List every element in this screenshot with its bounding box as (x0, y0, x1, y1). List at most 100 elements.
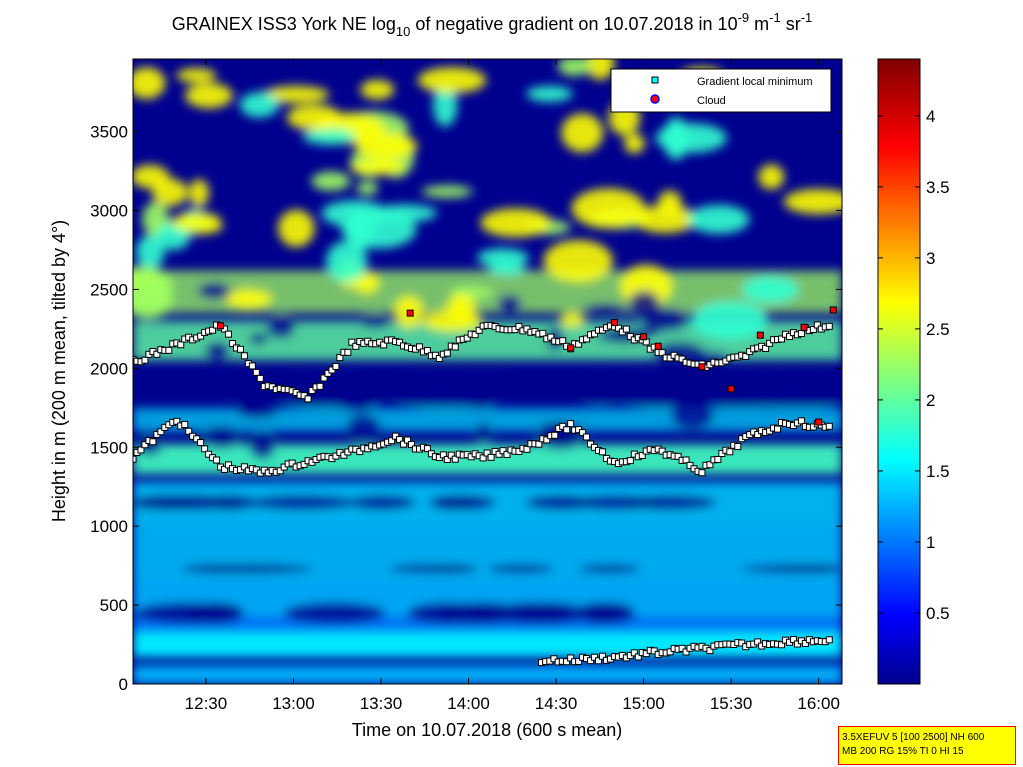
y-tick-label: 1500 (90, 438, 128, 457)
cloud-marker (698, 363, 706, 371)
heat-blob (633, 205, 698, 234)
gradient-marker (774, 425, 782, 433)
heat-blob (321, 200, 388, 227)
heat-blob (133, 67, 166, 99)
heat-blob (669, 402, 715, 431)
y-tick-label: 0 (119, 675, 128, 694)
heat-blob (239, 92, 280, 118)
gradient-marker (738, 639, 746, 647)
heat-blob (428, 494, 476, 511)
gradient-marker (308, 386, 316, 394)
gradient-marker (678, 644, 686, 652)
gradient-marker (404, 436, 412, 444)
gradient-marker (551, 431, 559, 439)
gradient-marker (778, 335, 786, 343)
cloud-marker (727, 385, 735, 393)
gradient-marker (423, 445, 431, 453)
x-tick-label: 15:30 (710, 694, 753, 713)
heat-blob (172, 212, 222, 232)
heat-blob (657, 190, 682, 216)
colorbar-tick-label: 4 (926, 107, 935, 126)
gradient-marker (575, 340, 583, 348)
heat-blob (133, 266, 173, 307)
x-tick-label: 16:00 (797, 694, 840, 713)
heat-blob (302, 128, 356, 145)
heat-blob (464, 397, 495, 410)
gradient-marker (336, 354, 344, 362)
legend-square-icon (651, 76, 659, 84)
gradient-marker (813, 321, 821, 329)
heat-blob (585, 59, 615, 80)
gradient-marker (539, 329, 547, 337)
gradient-marker (451, 455, 459, 463)
gradient-marker (778, 641, 786, 649)
cloud-marker (406, 309, 414, 317)
gradient-marker (575, 657, 583, 665)
heat-blob (200, 494, 259, 511)
heat-blob (190, 564, 293, 574)
gradient-marker (714, 455, 722, 463)
gradient-marker (674, 452, 682, 460)
heat-blob (325, 240, 368, 282)
gradient-marker (356, 448, 364, 456)
gradient-marker (344, 348, 352, 356)
gradient-marker (638, 451, 646, 459)
gradient-marker (682, 456, 690, 464)
gradient-marker (332, 452, 340, 460)
gradient-marker (228, 340, 236, 348)
gradient-marker (252, 368, 260, 376)
colorbar-tick-label: 3.5 (926, 178, 950, 197)
colorbar-tick-label: 2 (926, 391, 935, 410)
y-tick-label: 2000 (90, 359, 128, 378)
heat-blob (561, 113, 604, 153)
heat-band (133, 407, 842, 432)
heat-blob (617, 376, 709, 408)
gradient-marker (562, 658, 570, 666)
gradient-marker (630, 649, 638, 657)
heat-blob (356, 181, 379, 196)
gradient-marker (209, 326, 217, 334)
gradient-marker (471, 331, 479, 339)
gradient-marker (348, 338, 356, 346)
gradient-marker (240, 463, 248, 471)
legend-cloud-icon (650, 94, 660, 104)
heat-blob (559, 312, 586, 328)
gradient-marker (622, 325, 630, 333)
heat-blob (311, 171, 351, 191)
gradient-marker (809, 325, 817, 333)
gradient-marker (288, 459, 296, 467)
x-tick-label: 13:30 (360, 694, 403, 713)
gradient-marker (559, 337, 567, 345)
gradient-marker (300, 460, 308, 468)
x-axis-label: Time on 10.07.2018 (600 s mean) (352, 720, 623, 740)
gradient-marker (495, 450, 503, 458)
heat-blob (543, 239, 614, 283)
heatmap-bands (133, 59, 842, 684)
gradient-marker (515, 322, 523, 330)
gradient-marker (535, 440, 543, 448)
gradient-marker (797, 330, 805, 338)
gradient-marker (706, 647, 714, 655)
gradient-marker (825, 322, 833, 330)
heat-blob (359, 313, 391, 329)
heat-blob (583, 601, 636, 625)
gradient-marker (224, 330, 232, 338)
heat-blob (239, 402, 262, 416)
cloud-marker (756, 331, 764, 339)
gradient-marker (682, 648, 690, 656)
gradient-marker (165, 346, 173, 354)
gradient-markers (133, 306, 837, 667)
heat-blob (687, 204, 750, 234)
heat-band (133, 665, 842, 684)
x-tick-label: 15:00 (622, 694, 665, 713)
heat-blob (758, 164, 785, 190)
colorbar-tick-label: 2.5 (926, 320, 950, 339)
heat-blob (624, 133, 645, 154)
heat-blob (204, 341, 231, 361)
gradient-marker (825, 636, 833, 644)
info-box: 3.5XEFUV 5 [100 2500] NH 600 MB 200 RG 1… (838, 726, 1016, 765)
y-tick-label: 1000 (90, 517, 128, 536)
gradient-marker (595, 657, 603, 665)
heat-blob (571, 188, 646, 229)
